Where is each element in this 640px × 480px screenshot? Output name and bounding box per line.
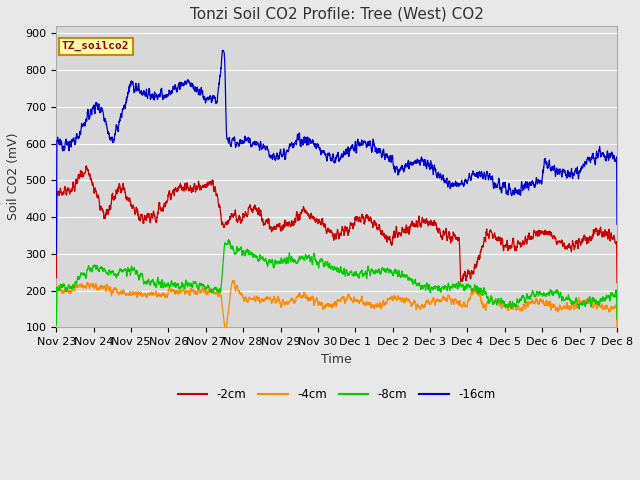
Title: Tonzi Soil CO2 Profile: Tree (West) CO2: Tonzi Soil CO2 Profile: Tree (West) CO2 [189, 7, 484, 22]
Text: TZ_soilco2: TZ_soilco2 [62, 41, 129, 51]
X-axis label: Time: Time [321, 353, 352, 366]
Legend: -2cm, -4cm, -8cm, -16cm: -2cm, -4cm, -8cm, -16cm [173, 384, 500, 406]
Y-axis label: Soil CO2 (mV): Soil CO2 (mV) [7, 133, 20, 220]
